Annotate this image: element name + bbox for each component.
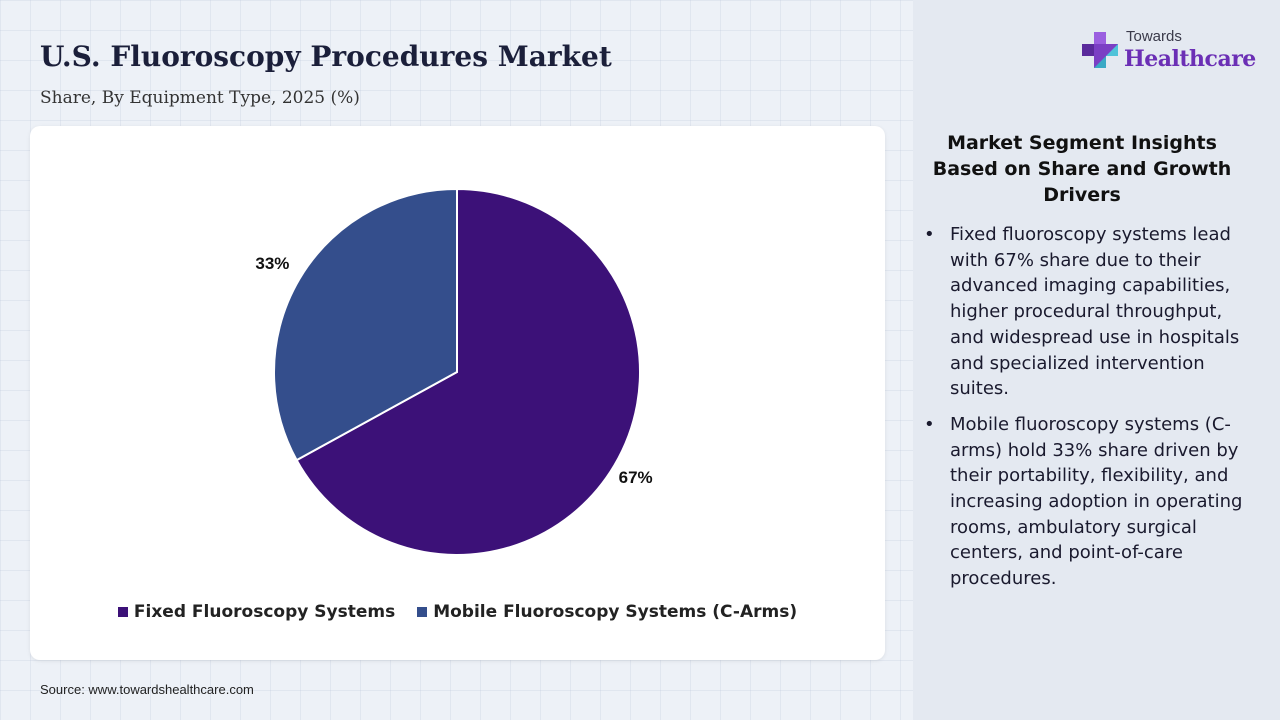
legend-label: Fixed Fluoroscopy Systems xyxy=(133,602,396,622)
chart-title: U.S. Fluoroscopy Procedures Market xyxy=(40,40,612,73)
chart-legend: Fixed Fluoroscopy Systems Mobile Fluorosc… xyxy=(30,602,885,622)
logo-top-text: Towards xyxy=(1126,28,1182,45)
bullet-icon: • xyxy=(924,413,935,435)
medical-cross-icon xyxy=(1082,32,1118,68)
bullet-icon: • xyxy=(924,224,935,245)
chart-card: 67% 33% Fixed Fluoroscopy Systems Mobile F… xyxy=(30,126,885,660)
insights-panel xyxy=(913,0,1280,720)
pie-data-label: 33% xyxy=(255,253,290,273)
pie-slice-2 xyxy=(273,187,458,462)
legend-item: Mobile Fluoroscopy Systems (C-Arms) xyxy=(417,602,797,622)
pie-data-label: 67% xyxy=(618,468,653,488)
pie-chart xyxy=(273,187,641,556)
legend-item: Fixed Fluoroscopy Systems xyxy=(117,602,396,622)
insight-item: • Fixed fluoroscopy systems lead with 67… xyxy=(922,222,1252,402)
insights-list: • Fixed fluoroscopy systems lead with 67… xyxy=(922,222,1252,602)
legend-label: Mobile Fluoroscopy Systems (C-Arms) xyxy=(433,602,798,622)
chart-subtitle: Share, By Equipment Type, 2025 (%) xyxy=(40,88,360,108)
insights-title: Market Segment Insights Based on Share a… xyxy=(932,132,1232,206)
pie-slice-1 xyxy=(295,187,641,556)
insight-item: • Mobile fluoroscopy systems (C-arms) ho… xyxy=(922,412,1252,592)
insight-text: Mobile fluoroscopy systems (C-arms) hold… xyxy=(950,413,1243,590)
source-note: Source: www.towardshealthcare.com xyxy=(40,682,254,697)
brand-logo: Towards Healthcare xyxy=(1080,28,1260,78)
logo-main-text: Healthcare xyxy=(1124,46,1256,72)
legend-swatch xyxy=(417,607,428,617)
insight-text: Fixed fluoroscopy systems lead with 67% … xyxy=(950,224,1240,400)
legend-swatch xyxy=(117,607,128,617)
